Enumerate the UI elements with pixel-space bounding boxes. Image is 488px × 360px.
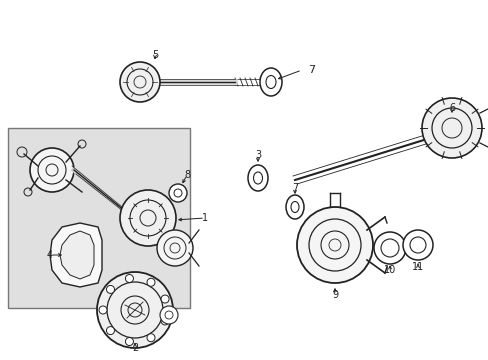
Circle shape — [161, 317, 169, 325]
Circle shape — [120, 62, 160, 102]
Text: 8: 8 — [183, 170, 190, 180]
Text: 1: 1 — [202, 213, 207, 223]
Circle shape — [421, 98, 481, 158]
Text: 11: 11 — [411, 262, 423, 272]
Circle shape — [120, 190, 176, 246]
Text: 10: 10 — [383, 265, 395, 275]
Circle shape — [157, 230, 193, 266]
Circle shape — [99, 306, 107, 314]
Circle shape — [147, 334, 155, 342]
Text: 7: 7 — [291, 183, 298, 193]
Circle shape — [161, 295, 169, 303]
Circle shape — [74, 249, 86, 261]
Circle shape — [106, 327, 114, 334]
Circle shape — [125, 338, 133, 346]
Circle shape — [106, 285, 114, 293]
Text: 6: 6 — [448, 103, 454, 113]
Circle shape — [402, 230, 432, 260]
Circle shape — [169, 184, 186, 202]
Circle shape — [147, 278, 155, 286]
Text: 2: 2 — [132, 343, 138, 353]
Text: 9: 9 — [331, 290, 337, 300]
Ellipse shape — [260, 68, 282, 96]
Bar — [8, 128, 190, 308]
Circle shape — [373, 232, 405, 264]
Ellipse shape — [247, 165, 267, 191]
Circle shape — [160, 306, 178, 324]
Circle shape — [296, 207, 372, 283]
Polygon shape — [50, 223, 102, 287]
Ellipse shape — [285, 195, 304, 219]
Circle shape — [97, 272, 173, 348]
Polygon shape — [60, 231, 94, 279]
Circle shape — [125, 274, 133, 283]
Text: 3: 3 — [254, 150, 261, 160]
Text: 5: 5 — [152, 50, 158, 60]
Text: 7: 7 — [308, 65, 315, 75]
Text: 4: 4 — [47, 250, 53, 260]
Circle shape — [30, 148, 74, 192]
